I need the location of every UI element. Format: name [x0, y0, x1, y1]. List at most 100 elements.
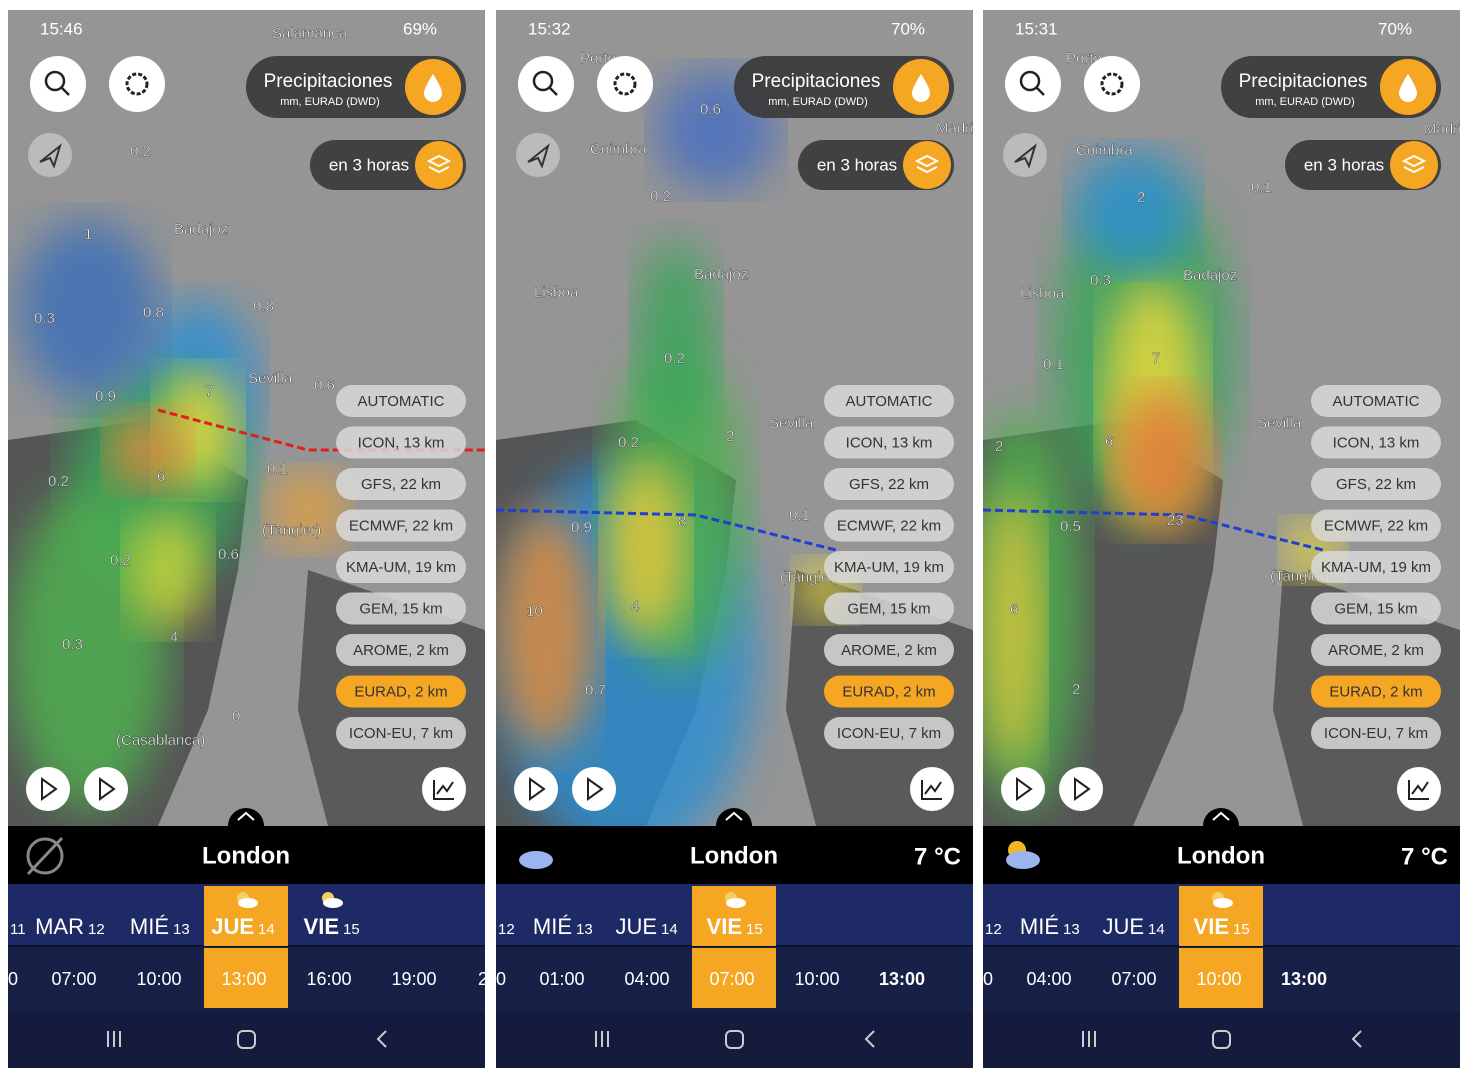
chart-button[interactable] — [910, 767, 954, 811]
day-number[interactable]: 14 — [661, 921, 678, 938]
day-number[interactable]: 15 — [1233, 921, 1250, 938]
model-button[interactable] — [1311, 509, 1441, 542]
day-name[interactable]: JUE — [1102, 914, 1144, 939]
day-number[interactable]: 13 — [576, 921, 593, 938]
model-button[interactable] — [1311, 468, 1441, 500]
nav-home[interactable] — [725, 1030, 744, 1049]
hour-label[interactable]: 07:00 — [1111, 969, 1156, 989]
model-button[interactable] — [1311, 717, 1441, 749]
model-button[interactable] — [824, 592, 954, 625]
location-bar — [983, 826, 1460, 884]
model-button[interactable] — [336, 509, 466, 542]
hour-label[interactable]: 01:00 — [539, 969, 584, 989]
map-label: 10 — [526, 603, 543, 620]
model-button[interactable] — [824, 634, 954, 666]
hour-label[interactable]: 16:00 — [306, 969, 351, 989]
settings-button[interactable] — [109, 56, 165, 112]
model-button[interactable] — [824, 551, 954, 583]
hour-label[interactable]: 07:00 — [51, 969, 96, 989]
hour-label[interactable]: 19:00 — [391, 969, 436, 989]
model-button[interactable] — [1311, 592, 1441, 625]
model-button[interactable] — [336, 717, 466, 749]
step-button[interactable] — [572, 767, 616, 811]
settings-button[interactable] — [1084, 56, 1140, 112]
play-button[interactable] — [514, 767, 558, 811]
day-number[interactable]: 14 — [1148, 921, 1165, 938]
expand-handle[interactable] — [1203, 808, 1239, 826]
model-button[interactable] — [824, 385, 954, 417]
model-button[interactable] — [824, 468, 954, 500]
nav-back[interactable] — [864, 1030, 875, 1048]
model-button[interactable] — [336, 551, 466, 583]
day-name[interactable]: MIÉ — [533, 914, 572, 939]
hour-label[interactable]: 04:00 — [624, 969, 669, 989]
hour-label[interactable]: 07:00 — [709, 969, 754, 989]
day-number[interactable]: 15 — [343, 921, 360, 938]
step-button[interactable] — [84, 767, 128, 811]
map-label: (Casablanca) — [116, 732, 205, 749]
step-button[interactable] — [1059, 767, 1103, 811]
hour-label[interactable]: 2 — [478, 969, 485, 989]
model-button[interactable] — [1311, 426, 1441, 459]
search-button[interactable] — [1005, 56, 1061, 112]
day-number[interactable]: 13 — [1063, 921, 1080, 938]
day-name[interactable]: VIE — [707, 914, 742, 939]
selected-hour[interactable] — [692, 948, 776, 1008]
nav-back[interactable] — [1351, 1030, 1362, 1048]
day-number[interactable]: 15 — [746, 921, 763, 938]
search-button[interactable] — [30, 56, 86, 112]
play-button[interactable] — [1001, 767, 1045, 811]
model-button[interactable] — [336, 426, 466, 459]
hour-label[interactable]: 0 — [8, 969, 18, 989]
chart-button[interactable] — [1397, 767, 1441, 811]
nav-home[interactable] — [237, 1030, 256, 1049]
chart-button[interactable] — [422, 767, 466, 811]
day-name[interactable]: VIE — [1194, 914, 1229, 939]
model-button[interactable] — [824, 675, 954, 708]
model-button[interactable] — [1311, 551, 1441, 583]
day-number[interactable]: 12 — [88, 921, 105, 938]
model-button[interactable] — [336, 675, 466, 708]
model-button[interactable] — [824, 509, 954, 542]
hour-label[interactable]: 10:00 — [136, 969, 181, 989]
nav-back[interactable] — [376, 1030, 387, 1048]
settings-button[interactable] — [597, 56, 653, 112]
model-button[interactable] — [336, 634, 466, 666]
hour-label[interactable]: 13:00 — [1281, 969, 1327, 989]
model-label: AROME, 2 km — [353, 642, 449, 659]
map-label: Badajoz — [694, 266, 748, 283]
model-label: ICON, 13 km — [846, 434, 933, 451]
hour-label[interactable]: 0 — [983, 969, 993, 989]
status-time: 15:31 — [1015, 19, 1058, 38]
day-name[interactable]: MIÉ — [130, 914, 169, 939]
model-button[interactable] — [824, 426, 954, 459]
expand-handle[interactable] — [228, 808, 264, 826]
selected-hour[interactable] — [204, 948, 288, 1008]
model-button[interactable] — [336, 385, 466, 417]
hour-label[interactable]: 04:00 — [1026, 969, 1071, 989]
hour-label[interactable]: 10:00 — [794, 969, 839, 989]
model-button[interactable] — [1311, 385, 1441, 417]
forecast-label: en 3 horas — [1304, 155, 1384, 174]
model-button[interactable] — [1311, 634, 1441, 666]
expand-handle[interactable] — [716, 808, 752, 826]
hour-label[interactable]: 13:00 — [879, 969, 925, 989]
day-name[interactable]: MIÉ — [1020, 914, 1059, 939]
day-number[interactable]: 14 — [258, 921, 275, 938]
hour-label[interactable]: 0 — [496, 969, 506, 989]
play-button[interactable] — [26, 767, 70, 811]
hour-label[interactable]: 10:00 — [1196, 969, 1241, 989]
hour-label[interactable]: 13:00 — [221, 969, 266, 989]
day-name[interactable]: JUE — [211, 914, 254, 939]
day-name[interactable]: JUE — [615, 914, 657, 939]
model-button[interactable] — [336, 468, 466, 500]
selected-hour[interactable] — [1179, 948, 1263, 1008]
model-button[interactable] — [336, 592, 466, 625]
model-button[interactable] — [1311, 675, 1441, 708]
day-name[interactable]: MAR — [35, 914, 84, 939]
nav-home[interactable] — [1212, 1030, 1231, 1049]
day-number[interactable]: 13 — [173, 921, 190, 938]
model-button[interactable] — [824, 717, 954, 749]
day-name[interactable]: VIE — [304, 914, 339, 939]
search-button[interactable] — [518, 56, 574, 112]
